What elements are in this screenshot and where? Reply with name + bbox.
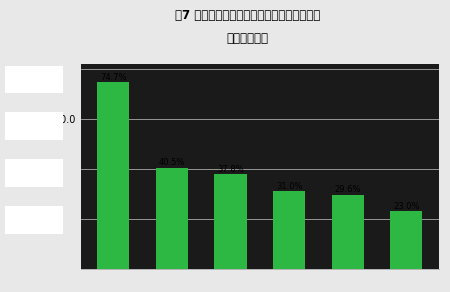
Text: 図7 感染症禍かで発症後の厚化を感じた症状: 図7 感染症禍かで発症後の厚化を感じた症状 [175, 9, 320, 22]
Bar [390, 211, 423, 269]
Text: 31.0%: 31.0% [276, 182, 302, 191]
Text: 40.5%: 40.5% [159, 158, 185, 167]
Bar [332, 195, 364, 269]
Text: 29.6%: 29.6% [334, 185, 361, 194]
Text: 23.0%: 23.0% [393, 201, 419, 211]
Bar [273, 191, 305, 269]
Bar [97, 82, 130, 269]
Text: 74.7%: 74.7% [100, 73, 127, 82]
Bar [156, 168, 188, 269]
Bar [215, 174, 247, 269]
Text: （全体調査）: （全体調査） [226, 32, 269, 45]
Text: 37.8%: 37.8% [217, 165, 244, 174]
